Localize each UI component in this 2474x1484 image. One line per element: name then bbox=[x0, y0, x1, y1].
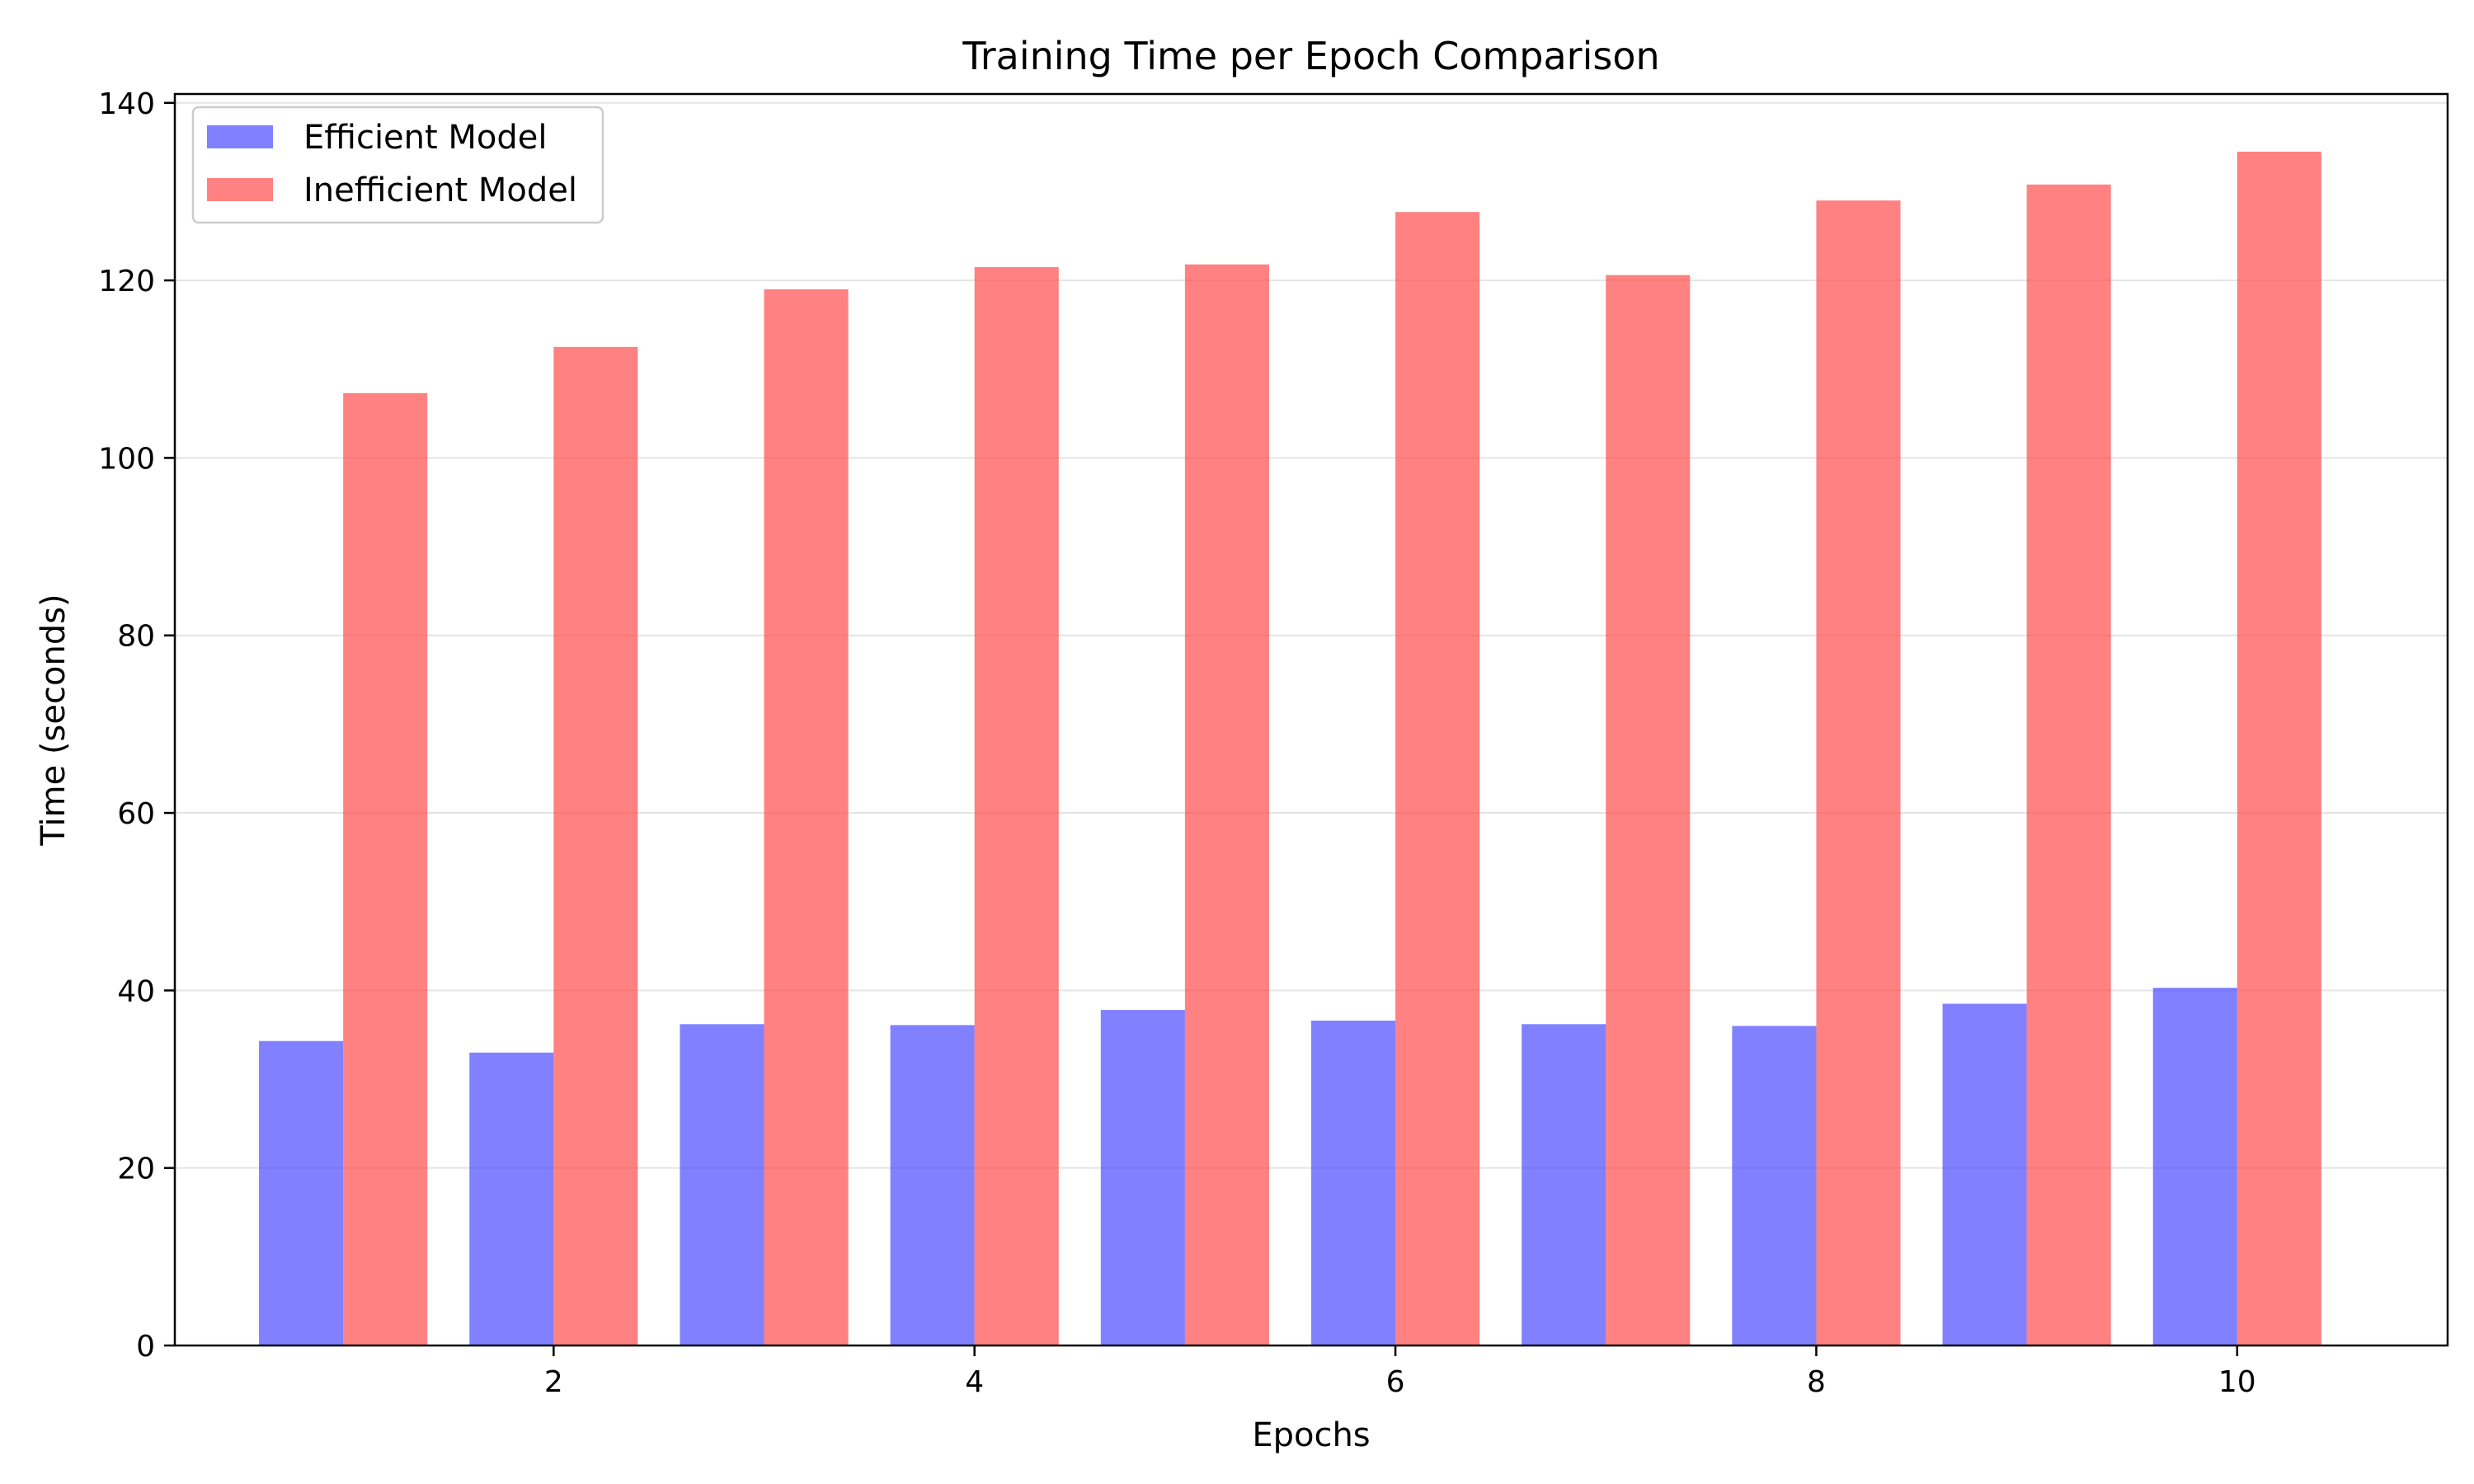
bar-inefficient-model-epoch-3 bbox=[764, 289, 849, 1345]
legend-box bbox=[191, 106, 604, 224]
y-axis-ticks: 0 20 40 60 80 100 120 140 bbox=[98, 87, 175, 1364]
bar-inefficient-model-epoch-2 bbox=[553, 346, 638, 1345]
y-tick-label: 60 bbox=[117, 797, 155, 831]
chart-title: Training Time per Epoch Comparison bbox=[962, 34, 1659, 78]
bar-inefficient-model-epoch-6 bbox=[1395, 212, 1480, 1345]
x-tick-label: 4 bbox=[965, 1365, 984, 1399]
bar-efficient-model-epoch-2 bbox=[469, 1052, 554, 1345]
bar-inefficient-model-epoch-5 bbox=[1184, 264, 1269, 1345]
y-tick-label: 20 bbox=[117, 1153, 155, 1186]
x-axis-ticks: 2 4 6 8 10 bbox=[544, 1345, 2256, 1399]
y-tick-label: 40 bbox=[117, 974, 155, 1008]
bar-efficient-model-epoch-9 bbox=[1942, 1003, 2027, 1345]
legend-swatch-inefficient-model bbox=[207, 178, 273, 201]
y-tick-label: 0 bbox=[136, 1330, 155, 1364]
y-tick-label: 120 bbox=[98, 265, 155, 298]
x-tick-label: 10 bbox=[2218, 1365, 2256, 1399]
bar-inefficient-model-epoch-9 bbox=[2026, 184, 2111, 1346]
bar-efficient-model-epoch-8 bbox=[1732, 1026, 1817, 1345]
legend: Efficient Model Inefficient Model bbox=[191, 106, 604, 224]
bar-inefficient-model-epoch-1 bbox=[343, 392, 428, 1346]
legend-label-inefficient-model: Inefficient Model bbox=[303, 171, 577, 209]
bar-efficient-model-epoch-10 bbox=[2152, 988, 2237, 1345]
bar-efficient-model-epoch-1 bbox=[259, 1040, 344, 1345]
plot-area: 0 20 40 60 80 100 120 140 2 4 6 8 10 bbox=[98, 87, 2449, 1399]
x-tick-label: 2 bbox=[544, 1365, 563, 1399]
x-axis-label: Epochs bbox=[1252, 1416, 1370, 1454]
y-tick-label: 80 bbox=[117, 620, 155, 654]
bar-efficient-model-epoch-3 bbox=[680, 1024, 764, 1345]
y-axis-label: Time (seconds) bbox=[35, 594, 73, 846]
bar-inefficient-model-epoch-4 bbox=[974, 266, 1059, 1345]
x-tick-label: 8 bbox=[1807, 1365, 1826, 1399]
bar-inefficient-model-epoch-7 bbox=[1606, 275, 1691, 1346]
plot-frame bbox=[173, 92, 2449, 1347]
bar-efficient-model-epoch-6 bbox=[1311, 1020, 1396, 1345]
legend-swatch-efficient-model bbox=[207, 125, 273, 148]
x-tick-label: 6 bbox=[1386, 1365, 1405, 1399]
y-tick-label: 140 bbox=[98, 87, 155, 121]
legend-label-efficient-model: Efficient Model bbox=[303, 119, 548, 157]
bar-inefficient-model-epoch-8 bbox=[1816, 200, 1901, 1345]
bar-efficient-model-epoch-4 bbox=[890, 1025, 975, 1345]
bar-inefficient-model-epoch-10 bbox=[2236, 151, 2321, 1345]
bar-efficient-model-epoch-5 bbox=[1100, 1010, 1185, 1345]
y-tick-label: 100 bbox=[98, 442, 155, 476]
bar-efficient-model-epoch-7 bbox=[1522, 1024, 1606, 1345]
bars bbox=[259, 151, 2321, 1346]
